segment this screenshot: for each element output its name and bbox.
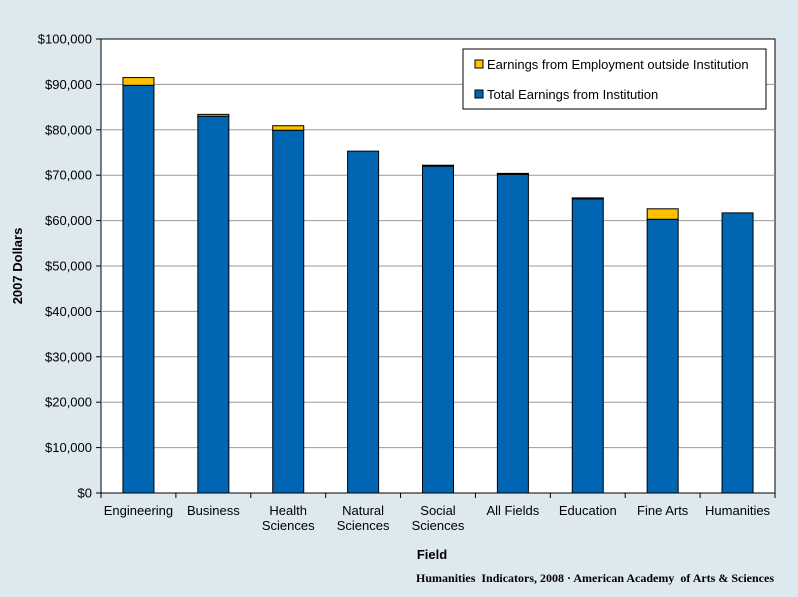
x-tick-label: Sciences (412, 518, 465, 533)
bars (122, 77, 754, 494)
y-tick-label: $0 (78, 486, 92, 501)
bar-institution (197, 115, 230, 494)
bar-institution (721, 212, 754, 494)
bar-outside-employment (571, 197, 604, 200)
x-axis-title: Field (417, 547, 447, 562)
y-tick-label: $70,000 (45, 168, 92, 183)
bar-institution (422, 165, 454, 494)
legend-label: Total Earnings from Institution (487, 87, 658, 102)
x-tick-label: Education (559, 503, 617, 518)
x-tick-label: All Fields (487, 503, 540, 518)
y-axis-title: 2007 Dollars (10, 228, 25, 305)
legend-box (462, 48, 767, 110)
bar-outside-employment (646, 208, 679, 220)
y-tick-label: $100,000 (38, 32, 92, 47)
x-tick-label: Humanities (705, 503, 771, 518)
y-tick-label: $20,000 (45, 395, 92, 410)
bar-outside-employment (496, 172, 529, 175)
y-tick-label: $60,000 (45, 213, 92, 228)
bar-institution (571, 198, 604, 494)
bar-outside-employment (422, 164, 454, 167)
bar-outside-employment (122, 77, 155, 86)
x-tick-label: Natural (342, 503, 384, 518)
y-axis: $0 $10,000 $20,000 $30,000 $40,000 $50,000 $60… (38, 32, 101, 501)
x-tick-label: Sciences (262, 518, 315, 533)
bar-institution (347, 150, 380, 494)
footer-credit: Humanities Indicators, 2008 · American A… (416, 571, 774, 585)
legend-swatch (474, 89, 484, 99)
x-tick-label: Sciences (337, 518, 390, 533)
bar-institution (496, 173, 529, 494)
x-tick-label: Social (420, 503, 456, 518)
x-axis: Engineering Business HealthSciencesNatural… (100, 493, 776, 533)
y-tick-label: $90,000 (45, 77, 92, 92)
x-tick-label: Fine Arts (637, 503, 689, 518)
y-tick-label: $80,000 (45, 122, 92, 137)
legend: Earnings from Employment outside Institu… (462, 48, 767, 110)
legend-label: Earnings from Employment outside Institu… (487, 57, 749, 72)
legend-swatch (474, 59, 484, 69)
x-tick-label: Health (269, 503, 307, 518)
y-tick-label: $10,000 (45, 440, 92, 455)
y-tick-label: $40,000 (45, 304, 92, 319)
bar-outside-employment (197, 113, 230, 117)
bar-outside-employment (272, 125, 305, 131)
bar-institution (646, 218, 679, 494)
x-tick-label: Engineering (104, 503, 173, 518)
bar-institution (122, 84, 155, 494)
bar-institution (272, 129, 305, 494)
x-tick-label: Business (187, 503, 240, 518)
y-tick-label: $30,000 (45, 349, 92, 364)
y-tick-label: $50,000 (45, 259, 92, 274)
